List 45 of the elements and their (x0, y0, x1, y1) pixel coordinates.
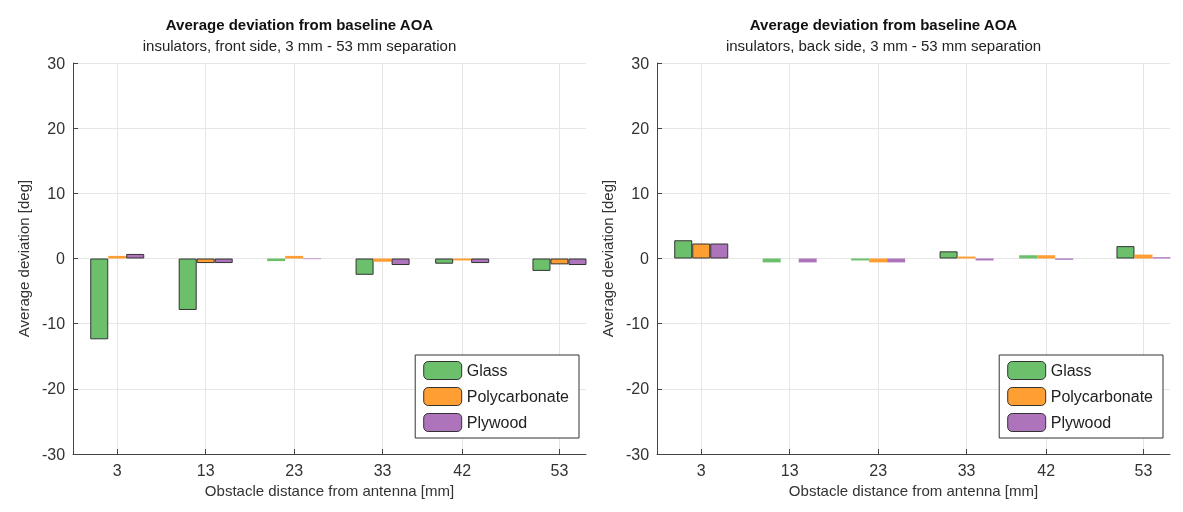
y-tick-label: 30 (631, 54, 650, 72)
y-tick-label: 30 (47, 54, 66, 72)
y-tick-label: 20 (47, 119, 66, 137)
x-tick-label: 3 (696, 461, 706, 479)
x-tick-label: 42 (1037, 461, 1056, 479)
y-tick-label: -30 (41, 445, 66, 463)
y-tick-label: -20 (625, 380, 650, 398)
legend-label: Polycarbonate (466, 388, 570, 405)
y-tick-label: 20 (631, 119, 650, 137)
x-tick-label: 53 (1134, 461, 1153, 479)
bar (1019, 255, 1038, 259)
y-tick-label: 0 (640, 250, 650, 267)
x-tick-label: 13 (780, 461, 799, 479)
x-axis-title: Obstacle distance from antenna [mm] (204, 481, 455, 499)
bar (939, 251, 958, 259)
chart-subtitle: insulators, back side, 3 mm - 53 mm separation (725, 37, 1042, 54)
bar (1116, 246, 1135, 259)
legend-label: Glass (466, 362, 508, 379)
chart-subtitle: insulators, front side, 3 mm - 53 mm separation (142, 37, 457, 54)
x-tick-label: 33 (957, 461, 976, 479)
y-tick-label: -20 (41, 380, 66, 398)
legend-label: Plywood (466, 414, 528, 431)
y-tick-label: -30 (625, 445, 650, 463)
x-axis-title: Obstacle distance from antenna [mm] (788, 481, 1039, 499)
y-tick-label: -10 (625, 315, 650, 333)
legend-label: Glass (1050, 362, 1092, 379)
x-tick-label: 42 (453, 461, 472, 479)
y-tick-label: 10 (47, 184, 66, 202)
y-tick-label: -10 (41, 315, 66, 333)
x-tick-label: 53 (550, 461, 569, 479)
chart-title: Average deviation from baseline AOA (749, 16, 1018, 33)
x-tick-label: 3 (112, 461, 122, 479)
chart-title: Average deviation from baseline AOA (165, 16, 434, 33)
y-tick-label: 0 (56, 250, 66, 267)
bar (1037, 255, 1056, 259)
legend-label: Plywood (1050, 414, 1112, 431)
x-tick-label: 33 (373, 461, 392, 479)
y-tick-label: 10 (631, 184, 650, 202)
bar (1134, 254, 1153, 259)
legend-label: Polycarbonate (1050, 388, 1154, 405)
x-tick-label: 13 (196, 461, 215, 479)
y-axis-title: Average deviation [deg] (15, 179, 32, 338)
y-axis-title: Average deviation [deg] (599, 179, 616, 338)
x-tick-label: 23 (869, 461, 888, 479)
x-tick-label: 23 (285, 461, 304, 479)
